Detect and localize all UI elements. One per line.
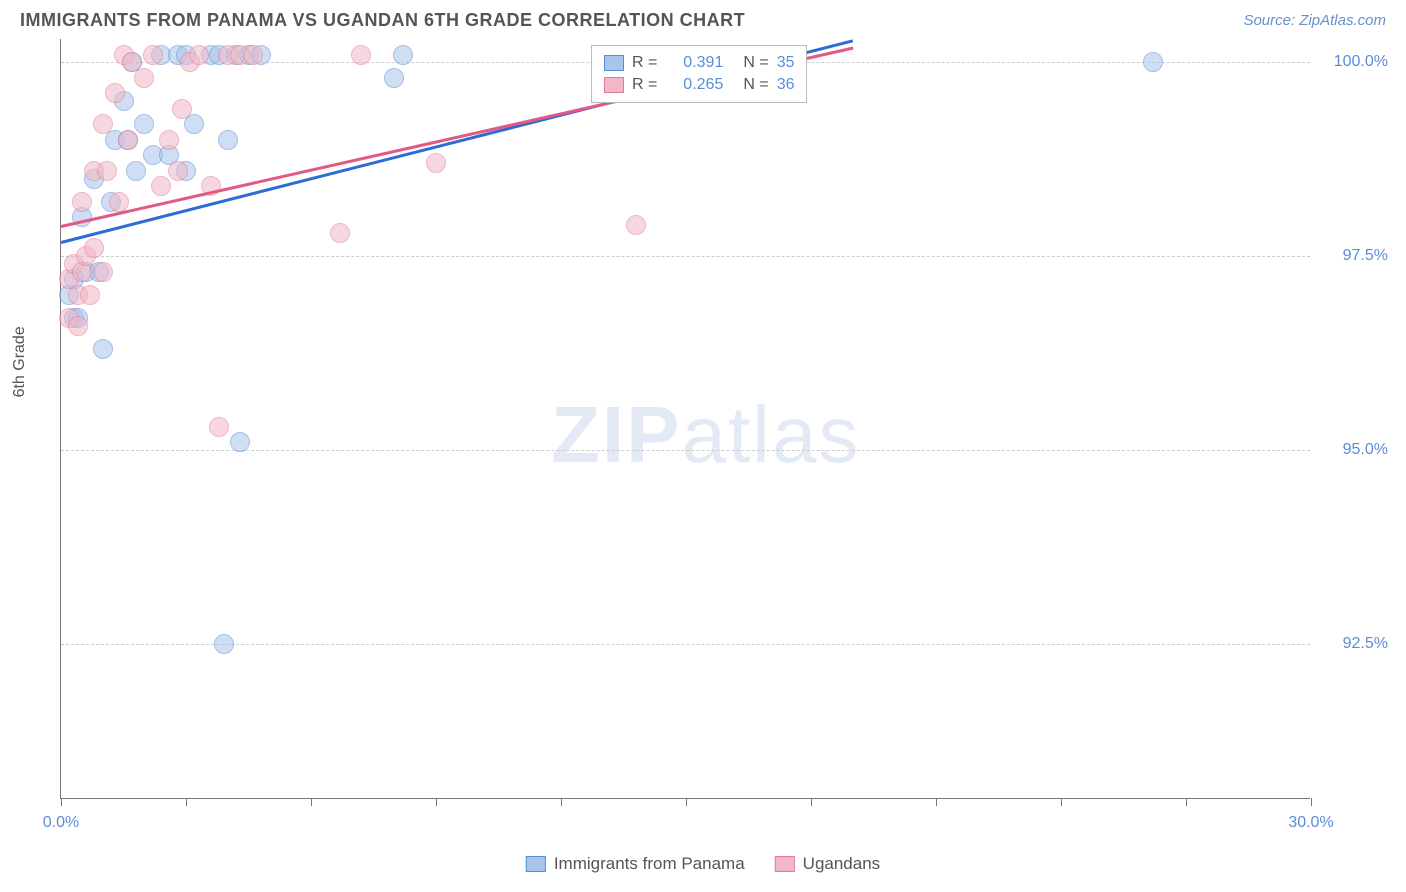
data-point xyxy=(159,130,179,150)
data-point xyxy=(105,83,125,103)
legend-swatch xyxy=(775,856,795,872)
legend-row: R = 0.265 N = 36 xyxy=(604,74,794,96)
legend-row: R = 0.391 N = 35 xyxy=(604,52,794,74)
legend-label: Ugandans xyxy=(803,854,881,874)
data-point xyxy=(72,192,92,212)
data-point xyxy=(330,223,350,243)
legend-r-value: 0.391 xyxy=(665,54,723,72)
chart-source: Source: ZipAtlas.com xyxy=(1243,12,1386,29)
legend-n-value: 36 xyxy=(777,76,795,94)
y-axis-label: 6th Grade xyxy=(11,326,29,397)
bottom-legend-item: Immigrants from Panama xyxy=(526,854,745,874)
data-point xyxy=(351,45,371,65)
grid-line xyxy=(61,450,1310,451)
data-point xyxy=(93,262,113,282)
x-tick xyxy=(1061,798,1062,806)
data-point xyxy=(84,238,104,258)
x-tick xyxy=(186,798,187,806)
data-point xyxy=(80,285,100,305)
data-point xyxy=(168,161,188,181)
legend-r-value: 0.265 xyxy=(665,76,723,94)
data-point xyxy=(143,45,163,65)
data-point xyxy=(93,339,113,359)
x-tick xyxy=(61,798,62,806)
y-tick-label: 100.0% xyxy=(1318,53,1388,71)
data-point xyxy=(134,68,154,88)
x-tick xyxy=(1186,798,1187,806)
chart-title: IMMIGRANTS FROM PANAMA VS UGANDAN 6TH GR… xyxy=(20,10,745,31)
y-tick-label: 97.5% xyxy=(1318,247,1388,265)
x-tick xyxy=(561,798,562,806)
data-point xyxy=(151,176,171,196)
bottom-legend: Immigrants from Panama Ugandans xyxy=(526,854,880,874)
bottom-legend-item: Ugandans xyxy=(775,854,881,874)
watermark-light: atlas xyxy=(681,390,860,479)
data-point xyxy=(393,45,413,65)
x-tick xyxy=(686,798,687,806)
data-point xyxy=(126,161,146,181)
legend-n-label: N = xyxy=(743,76,768,94)
legend-label: Immigrants from Panama xyxy=(554,854,745,874)
x-tick xyxy=(936,798,937,806)
data-point xyxy=(172,99,192,119)
chart-header: IMMIGRANTS FROM PANAMA VS UGANDAN 6TH GR… xyxy=(0,0,1406,39)
y-tick-label: 92.5% xyxy=(1318,635,1388,653)
data-point xyxy=(109,192,129,212)
legend-swatch xyxy=(526,856,546,872)
grid-line xyxy=(61,644,1310,645)
chart-container: 6th Grade ZIPatlas 92.5%95.0%97.5%100.0%… xyxy=(60,39,1366,809)
y-tick-label: 95.0% xyxy=(1318,441,1388,459)
data-point xyxy=(184,114,204,134)
data-point xyxy=(384,68,404,88)
legend-n-value: 35 xyxy=(777,54,795,72)
legend-swatch xyxy=(604,55,624,71)
data-point xyxy=(243,45,263,65)
x-tick xyxy=(436,798,437,806)
data-point xyxy=(230,432,250,452)
data-point xyxy=(1143,52,1163,72)
data-point xyxy=(93,114,113,134)
data-point xyxy=(426,153,446,173)
data-point xyxy=(626,215,646,235)
legend-n-label: N = xyxy=(743,54,768,72)
data-point xyxy=(97,161,117,181)
grid-line xyxy=(61,256,1310,257)
watermark: ZIPatlas xyxy=(551,389,860,481)
data-point xyxy=(189,45,209,65)
data-point xyxy=(134,114,154,134)
data-point xyxy=(214,634,234,654)
data-point xyxy=(218,130,238,150)
data-point xyxy=(118,130,138,150)
x-tick xyxy=(1311,798,1312,806)
x-tick xyxy=(811,798,812,806)
x-tick-label: 30.0% xyxy=(1288,814,1333,832)
plot-area: ZIPatlas 92.5%95.0%97.5%100.0%0.0%30.0%R… xyxy=(60,39,1310,799)
x-tick xyxy=(311,798,312,806)
legend-r-label: R = xyxy=(632,54,657,72)
legend-r-label: R = xyxy=(632,76,657,94)
data-point xyxy=(68,316,88,336)
correlation-legend: R = 0.391 N = 35 R = 0.265 N = 36 xyxy=(591,45,807,103)
watermark-bold: ZIP xyxy=(551,390,681,479)
data-point xyxy=(209,417,229,437)
x-tick-label: 0.0% xyxy=(43,814,79,832)
legend-swatch xyxy=(604,77,624,93)
